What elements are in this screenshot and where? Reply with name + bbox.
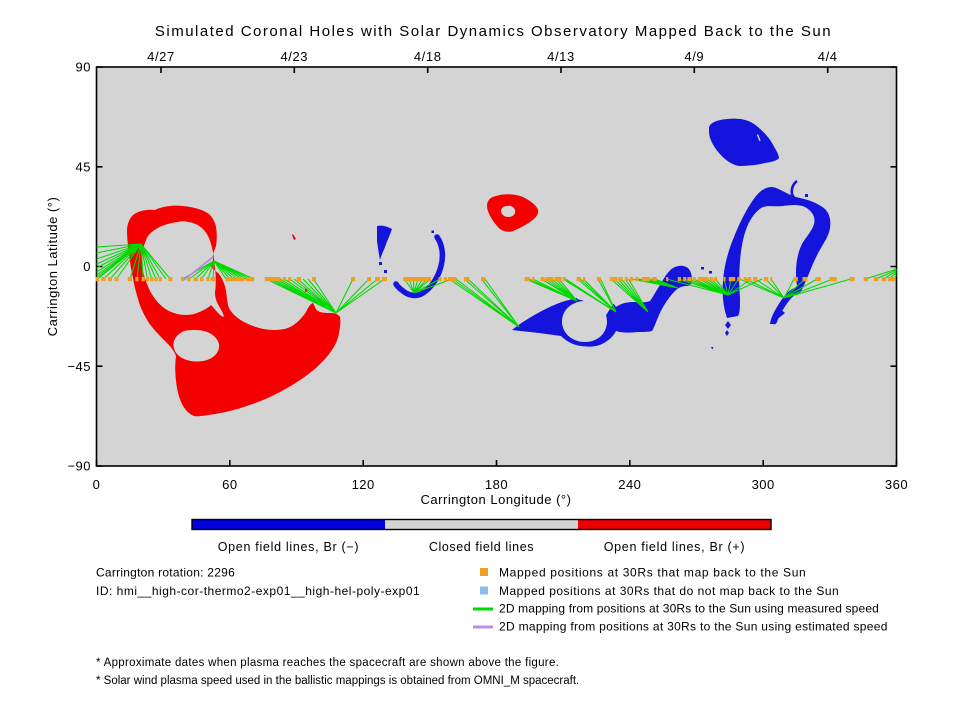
svg-text:360: 360 <box>885 477 908 492</box>
svg-text:4/9: 4/9 <box>684 49 704 64</box>
svg-text:ID: hmi__high-cor-thermo2-exp0: ID: hmi__high-cor-thermo2-exp01__high-he… <box>96 584 420 598</box>
svg-text:4/13: 4/13 <box>547 49 575 64</box>
svg-text:240: 240 <box>618 477 641 492</box>
svg-text:Open field lines, Br (+): Open field lines, Br (+) <box>604 540 746 554</box>
svg-text:Simulated Coronal Holes with S: Simulated Coronal Holes with Solar Dynam… <box>155 23 832 40</box>
svg-text:Carrington rotation: 2296: Carrington rotation: 2296 <box>96 566 235 580</box>
svg-text:180: 180 <box>485 477 508 492</box>
svg-text:2D mapping from positions at 3: 2D mapping from positions at 30Rs to the… <box>499 620 888 634</box>
svg-text:90: 90 <box>76 60 91 75</box>
svg-text:* Approximate dates when plasm: * Approximate dates when plasma reaches … <box>96 657 559 669</box>
svg-text:* Solar wind plasma speed used: * Solar wind plasma speed used in the ba… <box>96 675 579 687</box>
svg-text:0: 0 <box>83 259 91 274</box>
svg-text:Carrington Longitude (°): Carrington Longitude (°) <box>421 492 572 507</box>
svg-text:−45: −45 <box>67 359 91 374</box>
svg-text:4/18: 4/18 <box>414 49 442 64</box>
svg-text:Closed field lines: Closed field lines <box>429 540 534 554</box>
svg-text:45: 45 <box>76 159 91 174</box>
svg-text:Open field lines, Br (−): Open field lines, Br (−) <box>218 540 360 554</box>
svg-text:−90: −90 <box>67 459 91 474</box>
svg-text:4/4: 4/4 <box>818 49 838 64</box>
svg-text:2D mapping from positions at 3: 2D mapping from positions at 30Rs to the… <box>499 602 879 616</box>
svg-text:Carrington Latitude (°): Carrington Latitude (°) <box>45 197 60 337</box>
svg-text:300: 300 <box>752 477 775 492</box>
svg-text:60: 60 <box>222 477 237 492</box>
svg-text:120: 120 <box>352 477 375 492</box>
svg-text:4/23: 4/23 <box>280 49 308 64</box>
svg-text:4/27: 4/27 <box>147 49 175 64</box>
svg-text:0: 0 <box>93 477 101 492</box>
svg-text:Mapped positions at 30Rs that: Mapped positions at 30Rs that do not map… <box>499 584 839 598</box>
svg-text:Mapped positions at 30Rs that: Mapped positions at 30Rs that map back t… <box>499 566 806 580</box>
